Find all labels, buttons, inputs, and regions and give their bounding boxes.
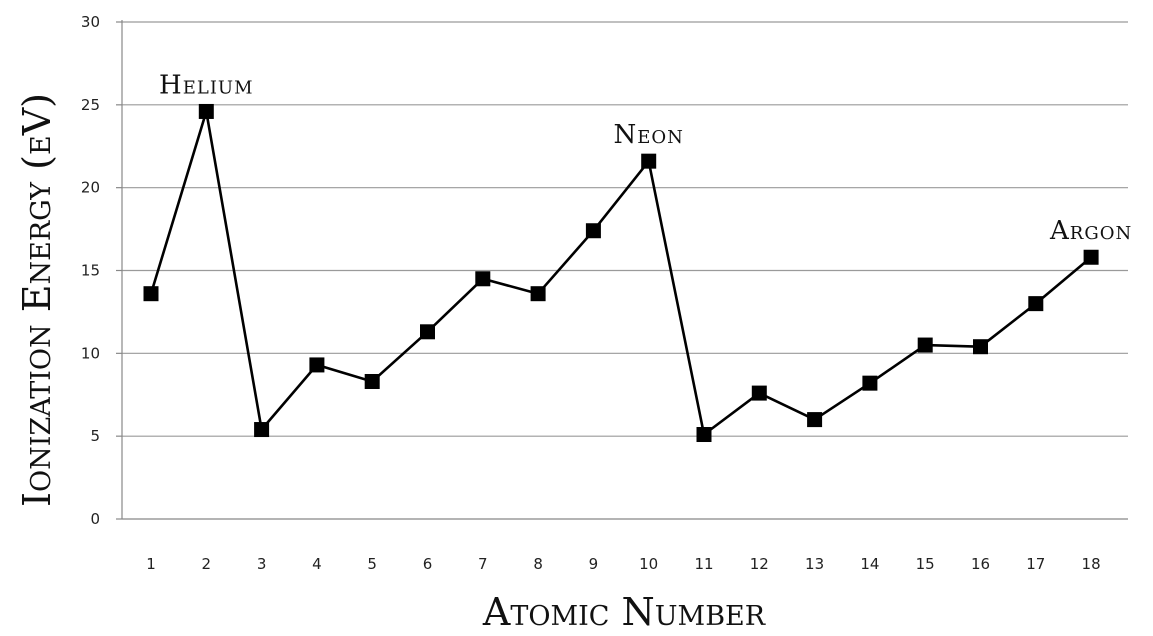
x-axis-title: Atomic Number — [482, 590, 766, 634]
data-point — [198, 103, 214, 119]
data-point — [917, 337, 933, 353]
x-tick-labels: 1 2 3 4 5 6 7 8 9 10 11 12 13 14 15 16 17 18 — [146, 555, 1100, 573]
data-point — [807, 412, 823, 428]
x-tick-label: 12 — [750, 555, 769, 573]
data-point — [143, 286, 159, 302]
annotations: Helium Neon Argon — [159, 70, 1132, 246]
gridlines — [122, 21, 1128, 437]
data-point — [364, 373, 380, 389]
x-tick-label: 5 — [367, 555, 377, 573]
data-line — [149, 110, 1092, 436]
x-tick-label: 13 — [805, 555, 824, 573]
x-tick-label: 15 — [916, 555, 935, 573]
data-point — [862, 375, 878, 391]
y-tick-label: 15 — [81, 262, 100, 280]
data-point — [751, 385, 767, 401]
data-point — [973, 339, 988, 355]
x-tick-label: 2 — [202, 555, 212, 573]
x-tick-label: 10 — [639, 555, 658, 573]
x-tick-label: 14 — [860, 555, 879, 573]
x-tick-label: 7 — [478, 555, 488, 573]
data-point — [309, 357, 325, 373]
y-tick-labels: 0 5 10 15 20 25 30 — [81, 13, 100, 528]
axes — [116, 20, 1128, 520]
y-tick-label: 0 — [90, 510, 100, 528]
x-tick-label: 4 — [312, 555, 322, 573]
annotation-label: Neon — [613, 120, 683, 150]
x-tick-label: 6 — [423, 555, 433, 573]
annotation-label: Argon — [1049, 216, 1132, 246]
annotation-label: Helium — [159, 70, 253, 100]
x-tick-label: 18 — [1082, 555, 1101, 573]
data-point — [1028, 296, 1044, 312]
x-tick-label: 16 — [971, 555, 990, 573]
data-point — [1083, 249, 1099, 265]
data-point — [696, 427, 712, 443]
y-tick-label: 25 — [81, 96, 100, 114]
y-tick-label: 20 — [81, 179, 100, 197]
y-tick-label: 5 — [90, 427, 100, 445]
y-tick-label: 10 — [81, 344, 100, 362]
y-axis-title: Ionization Energy (eV) — [15, 93, 59, 507]
series-line — [149, 110, 1092, 436]
data-point — [254, 422, 270, 438]
data-point — [475, 271, 491, 287]
x-tick-label: 17 — [1026, 555, 1045, 573]
x-tick-label: 3 — [257, 555, 267, 573]
data-point — [420, 324, 435, 340]
x-tick-label: 11 — [694, 555, 713, 573]
data-markers — [143, 103, 1099, 443]
x-tick-label: 1 — [146, 555, 156, 573]
data-point — [641, 153, 657, 169]
x-tick-label: 9 — [589, 555, 599, 573]
y-tick-label: 30 — [81, 13, 100, 31]
x-tick-label: 8 — [533, 555, 543, 573]
data-point — [530, 286, 546, 302]
data-point — [585, 223, 601, 239]
